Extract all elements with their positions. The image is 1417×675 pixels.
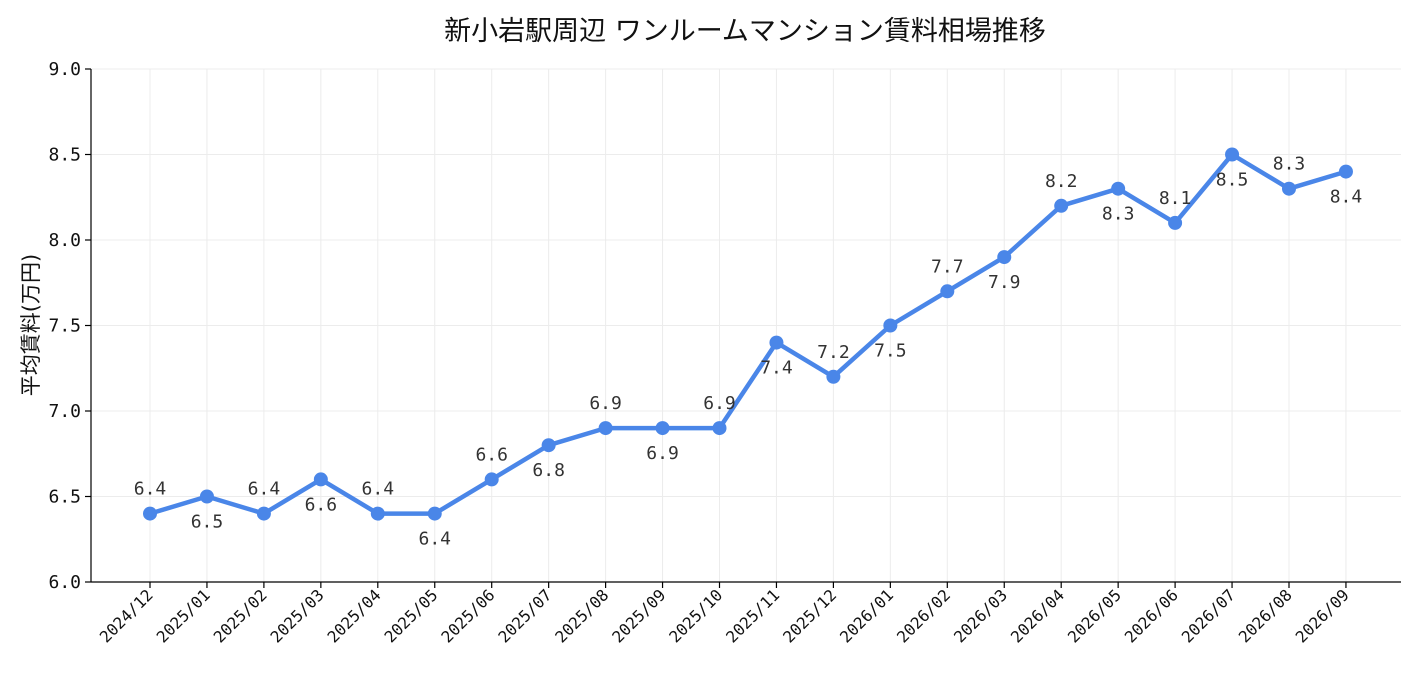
x-tick-label: 2026/01 (836, 585, 897, 646)
data-label: 8.3 (1102, 204, 1135, 225)
data-point (1282, 181, 1296, 196)
x-tick-label: 2025/12 (779, 585, 840, 646)
data-point (199, 489, 214, 504)
data-point (1338, 164, 1353, 179)
data-label: 7.5 (874, 341, 907, 362)
x-tick-label: 2026/02 (893, 585, 954, 646)
y-tick-label: 7.0 (48, 401, 81, 422)
data-label: 8.2 (1045, 171, 1078, 192)
x-tick-label: 2025/08 (551, 585, 612, 646)
x-tick-label: 2026/07 (1178, 585, 1239, 646)
data-point (997, 250, 1012, 265)
data-labels: 6.4 6.5 6.4 6.6 6.4 6.4 6.6 6.8 6.9 6.9 6.9 7.4 7.2 7… (134, 154, 1362, 550)
grid-lines (91, 68, 1401, 583)
data-label: 7.4 (760, 358, 793, 379)
data-point (598, 421, 613, 436)
x-tick-label: 2025/03 (267, 585, 328, 646)
series-line (147, 152, 1349, 516)
x-tick-label: 2025/04 (324, 585, 385, 646)
x-tick-label: 2025/05 (380, 585, 441, 646)
x-tick-label: 2026/05 (1064, 585, 1125, 646)
data-label: 6.8 (532, 460, 565, 481)
data-label: 8.1 (1159, 188, 1192, 209)
data-point (143, 506, 157, 521)
x-tick-label: 2026/03 (950, 585, 1011, 646)
x-tick-label: 2026/06 (1121, 585, 1182, 646)
data-label: 6.9 (703, 393, 736, 414)
data-point (1111, 181, 1126, 196)
data-point (826, 369, 841, 384)
data-point (313, 472, 328, 487)
data-point (1168, 215, 1183, 230)
x-tick-label: 2025/06 (437, 585, 498, 646)
y-tick-label: 7.5 (48, 316, 81, 337)
data-point (541, 438, 556, 453)
data-label: 8.4 (1330, 187, 1363, 208)
y-axis-ticks: 6.0 6.5 7.0 7.5 8.0 8.5 9.0 (48, 59, 91, 593)
data-point (256, 506, 271, 521)
x-tick-label: 2025/09 (608, 585, 669, 646)
data-label: 7.7 (931, 256, 964, 277)
y-tick-label: 8.0 (48, 230, 81, 251)
x-tick-label: 2025/11 (722, 585, 783, 646)
series-line-layer (147, 152, 1349, 516)
x-tick-label: 2026/04 (1007, 585, 1068, 646)
data-label: 7.2 (817, 342, 850, 363)
data-point (427, 506, 442, 521)
y-tick-label: 8.5 (48, 145, 81, 166)
x-tick-label: 2025/01 (153, 585, 214, 646)
y-tick-label: 6.0 (48, 572, 81, 593)
y-tick-label: 9.0 (48, 59, 81, 80)
x-tick-label: 2025/07 (494, 585, 555, 646)
data-label: 6.4 (362, 479, 395, 500)
data-label: 6.6 (475, 444, 508, 465)
data-label: 6.4 (248, 479, 281, 500)
chart-title: 新小岩駅周辺 ワンルームマンション賃料相場推移 (444, 16, 1046, 47)
data-point (940, 284, 955, 299)
data-label: 7.9 (988, 272, 1021, 293)
x-tick-label: 2024/12 (96, 585, 157, 646)
data-point (769, 335, 784, 350)
data-label: 8.5 (1216, 170, 1249, 191)
data-point (883, 318, 898, 333)
data-label: 6.4 (418, 529, 451, 550)
x-axis-ticks: 2024/122025/012025/022025/032025/042025/… (96, 582, 1353, 647)
data-label: 6.4 (134, 479, 167, 500)
y-axis-label: 平均賃料(万円) (19, 254, 43, 396)
x-tick-label: 2026/08 (1235, 585, 1296, 646)
data-point (1225, 147, 1240, 162)
data-label: 8.3 (1273, 154, 1306, 175)
data-label: 6.9 (589, 393, 622, 414)
data-points (143, 147, 1353, 521)
x-tick-label: 2025/02 (210, 585, 271, 646)
x-tick-label: 2026/09 (1292, 585, 1353, 646)
data-label: 6.6 (305, 494, 338, 515)
data-label: 6.9 (646, 443, 679, 464)
data-point (1054, 198, 1069, 213)
data-point (655, 421, 670, 436)
data-label: 6.5 (191, 512, 224, 533)
data-point (712, 421, 727, 436)
data-point (484, 472, 499, 487)
y-tick-label: 6.5 (48, 487, 81, 508)
x-tick-label: 2025/10 (665, 585, 726, 646)
data-point (370, 506, 385, 521)
